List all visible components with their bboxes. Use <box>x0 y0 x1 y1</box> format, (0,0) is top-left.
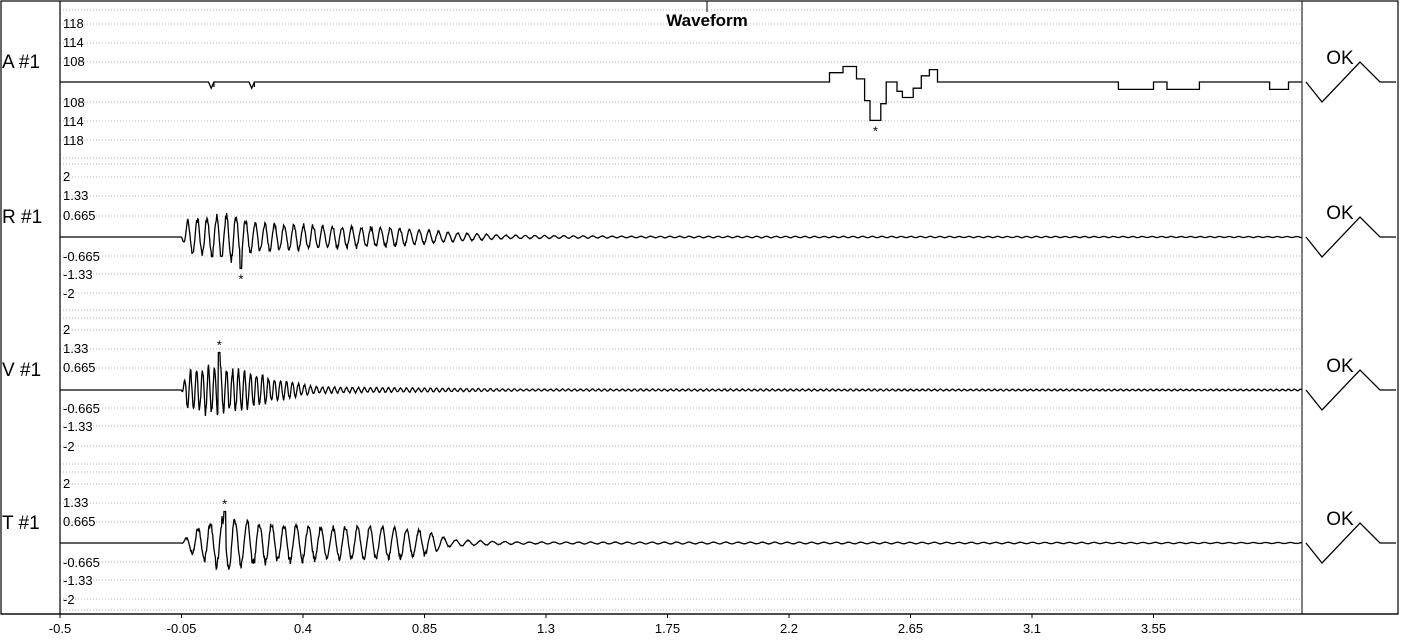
status-indicator-icon <box>1305 369 1396 411</box>
x-tick-label: -0.5 <box>49 621 71 636</box>
x-tick-label: 2.2 <box>780 621 798 636</box>
x-tick-label: 1.3 <box>537 621 555 636</box>
channel-3: T #1 2 1.33 0.665 -0.665 -1.33 -2 * OK <box>2 476 1396 607</box>
y-tick-label: 118 <box>63 133 84 148</box>
chart-title: Waveform <box>666 11 748 30</box>
y-tick-label: 114 <box>63 114 84 129</box>
x-tick-label: 1.75 <box>655 621 680 636</box>
channel-0: A #1 118 114 108 108 114 118 * OK <box>2 16 1396 148</box>
y-tick-label: 108 <box>63 54 85 69</box>
waveform-trace <box>60 351 1303 417</box>
status-label: OK <box>1326 509 1354 530</box>
status-indicator-icon <box>1305 61 1396 103</box>
y-tick-label: -0.665 <box>63 401 100 416</box>
y-tick-label: 118 <box>63 16 84 31</box>
waveform-trace <box>60 65 1302 122</box>
y-tick-label: 2 <box>63 476 70 491</box>
y-tick-label: 0.665 <box>63 514 96 529</box>
status-indicator-icon <box>1305 522 1396 564</box>
peak-marker: * <box>873 123 878 138</box>
x-tick-label: 0.85 <box>412 621 437 636</box>
x-axis: -0.5 -0.05 0.4 0.85 1.3 1.75 2.2 2.65 3.1 3.55 <box>49 1 1166 636</box>
grid-lines <box>60 9 1302 611</box>
channel-label: V #1 <box>2 360 41 381</box>
peak-marker: * <box>217 338 222 353</box>
waveform-trace <box>60 510 1302 571</box>
y-tick-label: 2 <box>63 322 70 337</box>
y-tick-label: 1.33 <box>63 495 88 510</box>
y-tick-label: -1.33 <box>63 267 93 282</box>
status-label: OK <box>1326 203 1354 224</box>
x-tick-label: 3.55 <box>1141 621 1166 636</box>
y-tick-label: -2 <box>63 439 75 454</box>
y-tick-label: -2 <box>63 286 75 301</box>
x-tick-label: 0.4 <box>294 621 312 636</box>
peak-marker: * <box>238 272 243 287</box>
y-tick-label: 108 <box>63 95 85 110</box>
status-label: OK <box>1326 48 1354 69</box>
y-tick-label: 114 <box>63 35 84 50</box>
channel-label: T #1 <box>2 513 40 534</box>
y-tick-label: -2 <box>63 592 75 607</box>
y-tick-label: 0.665 <box>63 208 96 223</box>
status-indicator-icon <box>1305 216 1396 258</box>
waveform-trace <box>60 213 1303 270</box>
status-label: OK <box>1326 356 1354 377</box>
y-tick-label: 2 <box>63 169 70 184</box>
chart-frame <box>0 0 1399 615</box>
y-tick-label: 1.33 <box>63 188 88 203</box>
x-tick-label: 3.1 <box>1023 621 1041 636</box>
x-tick-label: -0.05 <box>167 621 197 636</box>
channel-label: A #1 <box>2 52 40 73</box>
y-tick-label: -1.33 <box>63 573 93 588</box>
channel-label: R #1 <box>2 207 42 228</box>
y-tick-label: 0.665 <box>63 360 96 375</box>
y-tick-label: -1.33 <box>63 419 93 434</box>
y-tick-label: -0.665 <box>63 555 100 570</box>
y-tick-label: -0.665 <box>63 249 100 264</box>
channel-1: R #1 2 1.33 0.665 -0.665 -1.33 -2 * OK <box>2 169 1396 301</box>
peak-marker: * <box>222 497 227 512</box>
x-tick-label: 2.65 <box>898 621 923 636</box>
y-tick-label: 1.33 <box>63 341 88 356</box>
channel-2: V #1 2 1.33 0.665 -0.665 -1.33 -2 * OK <box>2 322 1396 454</box>
channels: A #1 118 114 108 108 114 118 * OK R #1 2 1.33 0.665 -… <box>2 16 1396 607</box>
